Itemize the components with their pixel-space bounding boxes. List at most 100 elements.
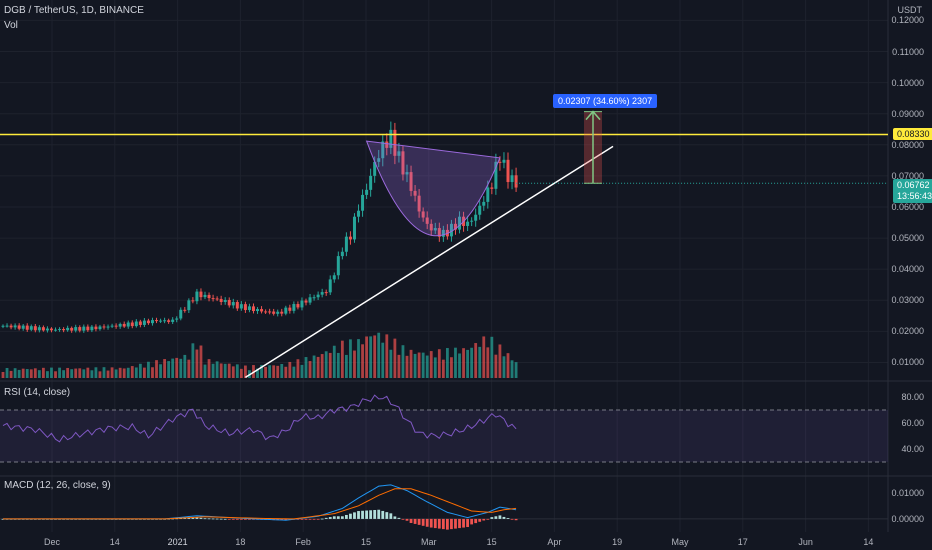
symbol-legend[interactable]: DGB / TetherUS, 1D, BINANCE — [4, 5, 147, 16]
volume-bar — [9, 370, 13, 378]
time-tick-label: Jun — [798, 537, 813, 547]
volume-bar — [421, 352, 425, 378]
candle-body — [207, 294, 211, 299]
candle-body — [17, 325, 21, 329]
volume-bar — [340, 340, 344, 378]
volume-bar — [482, 336, 486, 378]
macd-histogram-bar — [312, 518, 316, 520]
time-tick-label: Mar — [421, 537, 437, 547]
volume-bar — [143, 367, 146, 378]
volume-bar — [498, 344, 502, 378]
candle-body — [385, 141, 389, 148]
volume-bar — [365, 336, 368, 378]
candle-body — [33, 326, 37, 331]
macd-histogram-bar — [401, 518, 405, 520]
macd-histogram-bar — [227, 518, 231, 520]
macd-histogram-bar — [369, 510, 373, 519]
measure-label[interactable]: 0.02307 (34.60%) 2307 — [553, 94, 658, 108]
candle-body — [506, 159, 510, 183]
volume-bar — [159, 364, 162, 378]
candle-body — [336, 256, 340, 276]
rsi-band — [0, 410, 888, 462]
candle-body — [478, 205, 482, 215]
candle-body — [106, 326, 110, 328]
volume-bar — [264, 366, 267, 378]
candle-body — [150, 320, 154, 324]
time-tick-label: 19 — [612, 537, 623, 547]
candle-body — [494, 161, 498, 189]
volume-bar — [179, 358, 183, 378]
candle-body — [235, 302, 239, 309]
macd-histogram-bar — [179, 518, 183, 519]
volume-bar — [405, 355, 409, 378]
candle-body — [251, 306, 255, 312]
rsi-legend[interactable]: RSI (14, close) — [4, 387, 71, 398]
volume-bar — [37, 370, 41, 378]
volume-bar — [308, 361, 312, 378]
symbol-title[interactable]: DGB / TetherUS, 1D, BINANCE — [4, 5, 144, 16]
macd-histogram-bar — [502, 516, 506, 519]
candle-body — [66, 327, 70, 331]
volume-bar — [256, 368, 259, 378]
volume-bar — [118, 367, 122, 378]
time-tick-label: Dec — [43, 537, 61, 547]
volume-bar — [260, 364, 263, 378]
price-tick-label: 0.02000 — [891, 326, 924, 337]
volume-bar — [268, 365, 272, 378]
volume-bar — [231, 366, 235, 378]
candle-body — [62, 329, 66, 331]
volume-bar — [74, 368, 78, 378]
volume-bar — [42, 367, 45, 378]
volume-bar — [494, 354, 498, 378]
candle-body — [82, 326, 86, 331]
macd-histogram-bar — [482, 518, 486, 521]
volume-bar — [369, 336, 373, 378]
volume-bar — [417, 352, 421, 378]
volume-bar — [357, 339, 360, 378]
candle-body — [86, 326, 90, 331]
volume-bar — [454, 347, 457, 378]
candle-body — [199, 291, 203, 298]
macd-histogram-bar — [365, 510, 368, 519]
rsi-tick-label: 80.00 — [901, 392, 924, 402]
price-tick-label: 0.03000 — [891, 295, 924, 306]
candle-body — [203, 294, 207, 298]
macd-legend[interactable]: MACD (12, 26, close, 9) — [4, 480, 111, 491]
volume-bar — [401, 345, 405, 378]
candle-body — [70, 327, 74, 331]
price-tick-label: 0.06000 — [891, 201, 924, 212]
volume-bar — [171, 358, 175, 378]
candle-body — [320, 292, 324, 295]
macd-histogram-bar — [381, 510, 385, 519]
candle-body — [126, 322, 130, 327]
candle-body — [146, 320, 150, 324]
volume-bar — [324, 351, 328, 378]
volume-bar — [397, 354, 401, 378]
candle-body — [352, 216, 356, 240]
candle-body — [45, 328, 49, 331]
candle-body — [300, 300, 304, 308]
candle-body — [9, 325, 13, 328]
candle-body — [239, 304, 243, 309]
candle-body — [393, 129, 397, 156]
candle-body — [130, 322, 134, 327]
volume-legend[interactable]: Vol — [4, 20, 18, 31]
macd-histogram-bar — [223, 518, 227, 520]
candle-body — [264, 311, 268, 313]
volume-bar — [199, 345, 203, 378]
candle-body — [13, 325, 17, 328]
candle-body — [175, 318, 179, 320]
volume-bar — [328, 352, 332, 378]
volume-bar — [151, 367, 154, 378]
macd-histogram-bar — [373, 510, 377, 519]
volume-bar — [312, 355, 316, 378]
macd-histogram-bar — [231, 518, 235, 520]
volume-bar — [304, 357, 308, 378]
macd-histogram-bar — [195, 517, 199, 519]
macd-histogram-bar — [458, 518, 461, 529]
macd-histogram-bar — [199, 517, 203, 519]
volume-bar — [33, 368, 37, 378]
candle-body — [183, 309, 187, 311]
candle-body — [211, 298, 215, 300]
